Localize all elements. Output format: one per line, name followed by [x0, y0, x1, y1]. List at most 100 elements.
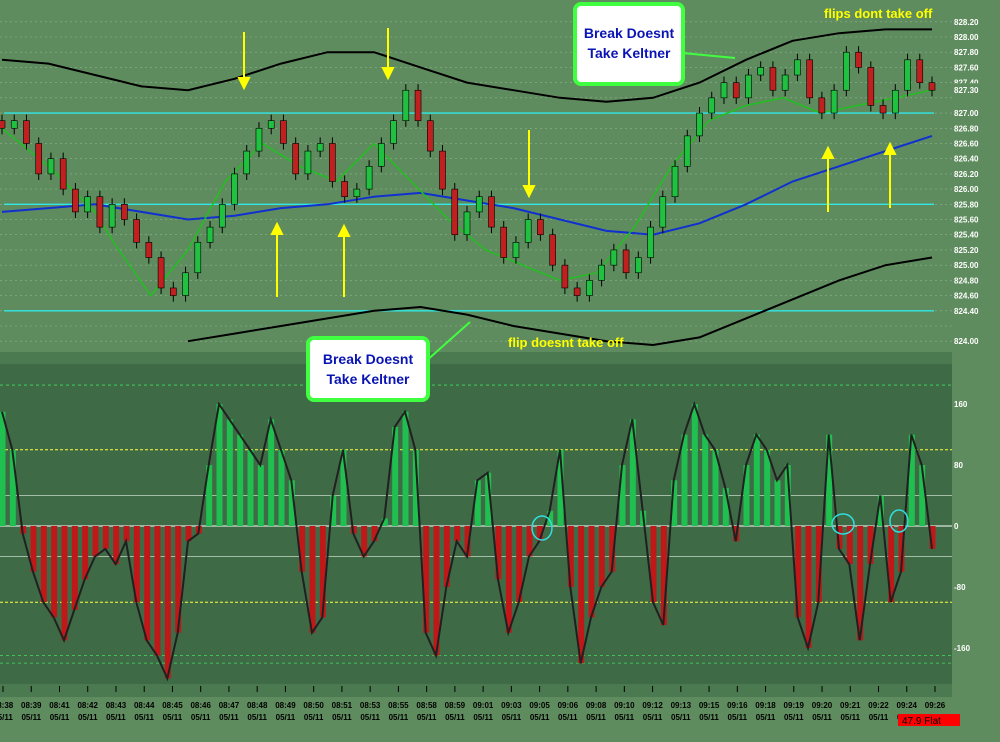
osc-tick-label: 160 — [954, 400, 968, 409]
date-label: 05/11 — [163, 713, 183, 722]
osc-bar — [71, 526, 78, 610]
series-keltner_upper — [1, 28, 932, 103]
date-label: 05/11 — [643, 713, 663, 722]
note-top-right: flips dont take off — [824, 6, 933, 21]
osc-bar — [516, 526, 523, 603]
osc-bar — [867, 526, 874, 565]
price-tick-label: 824.80 — [954, 276, 979, 285]
candle-body — [157, 257, 165, 289]
osc-tick-label: -80 — [954, 583, 966, 592]
osc-bar — [216, 404, 223, 526]
status-label: 47.9 Flat — [902, 716, 941, 727]
date-label: 05/11 — [728, 713, 748, 722]
candle-body — [231, 173, 238, 205]
date-label: 05/11 — [332, 713, 352, 722]
time-label: 09:19 — [784, 701, 805, 710]
series-midline_blue — [1, 134, 933, 236]
oscillator-axis: 160 80 0 -80 -160 — [954, 400, 971, 653]
date-label: 05/11 — [219, 713, 239, 722]
date-label: 05/11 — [78, 713, 98, 722]
osc-bar — [805, 526, 812, 648]
candle-body — [843, 51, 850, 91]
osc-bar — [567, 526, 574, 587]
candle-body — [647, 226, 654, 258]
candle-body — [267, 120, 275, 129]
osc-bar — [175, 526, 182, 633]
osc-bar — [257, 465, 264, 526]
osc-bar — [898, 526, 905, 572]
candle-body — [683, 135, 691, 167]
price-tick-label: 824.60 — [954, 292, 979, 301]
price-tick-label: 827.60 — [954, 63, 979, 72]
osc-bar — [888, 526, 895, 603]
osc-bar — [82, 526, 89, 580]
osc-tick-label: -160 — [954, 644, 971, 653]
osc-bar — [0, 411, 6, 526]
candle-body — [353, 188, 361, 198]
date-label: 05/11 — [812, 713, 832, 722]
candle-body — [341, 181, 348, 198]
price-tick-label: 825.80 — [954, 200, 979, 209]
osc-bar — [474, 480, 481, 526]
candle-body — [488, 196, 495, 228]
osc-bar — [660, 526, 667, 626]
callout-bottom-line2: Take Keltner — [327, 371, 411, 387]
osc-bar — [206, 465, 213, 526]
osc-bar — [784, 465, 791, 526]
osc-bar — [247, 449, 254, 526]
candle-body — [586, 280, 593, 296]
candle-body — [84, 196, 91, 213]
candle-body — [708, 97, 716, 114]
price-tick-label: 824.00 — [954, 337, 979, 346]
osc-bar — [164, 526, 171, 679]
osc-bar — [123, 526, 130, 542]
candle-body — [72, 188, 79, 213]
candle-body — [316, 143, 324, 152]
osc-bar — [650, 526, 657, 603]
time-label: 09:18 — [755, 701, 776, 710]
osc-bar — [92, 526, 99, 557]
date-label: 05/11 — [276, 713, 296, 722]
candle-body — [243, 150, 251, 175]
osc-bar — [815, 526, 822, 603]
osc-bar — [102, 526, 109, 549]
date-label: 05/11 — [840, 713, 860, 722]
candle-body — [390, 120, 397, 144]
candle-body — [549, 234, 556, 266]
candle-body — [475, 196, 483, 213]
time-label: 08:43 — [106, 701, 127, 710]
candle-body — [928, 82, 936, 91]
date-label: 05/11 — [699, 713, 719, 722]
osc-bar — [309, 526, 316, 633]
candle-body — [732, 82, 740, 99]
time-label: 09:26 — [925, 701, 946, 710]
osc-bar — [423, 526, 430, 633]
price-tick-label: 827.00 — [954, 109, 979, 118]
candlesticks — [0, 46, 936, 302]
osc-bar — [30, 526, 37, 572]
date-label: 05/11 — [50, 713, 70, 722]
time-label: 09:01 — [473, 701, 494, 710]
candle-body — [59, 158, 67, 190]
osc-bar — [495, 526, 502, 580]
osc-bar — [764, 449, 771, 526]
candle-body — [23, 120, 30, 144]
osc-bar — [361, 526, 368, 557]
osc-bar — [392, 426, 399, 526]
price-gridlines — [0, 21, 952, 342]
time-label: 09:15 — [699, 701, 720, 710]
candle-body — [769, 67, 777, 91]
price-tick-label: 827.80 — [954, 48, 979, 57]
osc-bar — [826, 434, 833, 526]
candle-body — [133, 219, 140, 243]
price-tick-label: 828.20 — [954, 18, 979, 27]
zero-cross-markers — [531, 509, 909, 541]
time-label: 08:50 — [303, 701, 324, 710]
candle-body — [108, 204, 116, 228]
note-bottom: flip doesnt take off — [508, 335, 624, 350]
time-label: 09:12 — [642, 701, 663, 710]
price-tick-label: 825.20 — [954, 246, 979, 255]
candle-body — [96, 196, 104, 228]
candle-body — [426, 120, 434, 152]
